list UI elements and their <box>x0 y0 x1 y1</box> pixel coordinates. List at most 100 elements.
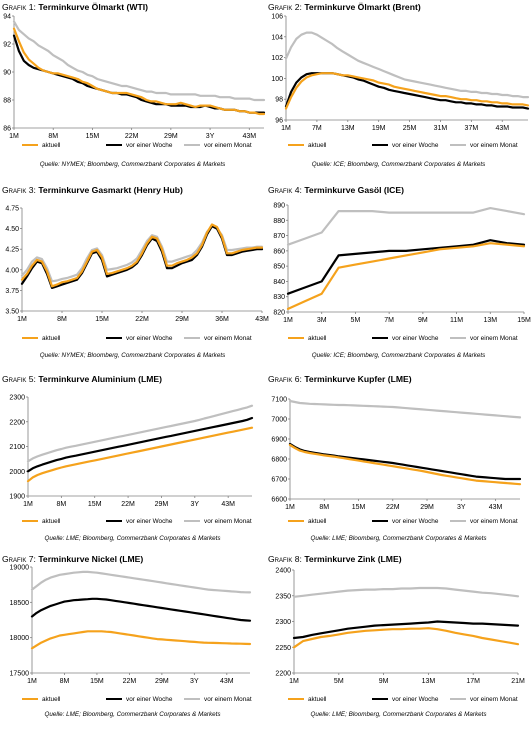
x-tick-label: 15M <box>86 133 100 140</box>
legend-item-woche: vor einer Woche <box>372 518 438 525</box>
legend-swatch-woche <box>106 520 122 523</box>
legend-swatch-aktuell <box>22 144 38 147</box>
legend-swatch-aktuell <box>288 698 304 701</box>
legend-swatch-woche <box>372 520 388 523</box>
y-tick-label: 7000 <box>271 417 287 424</box>
y-tick-label: 840 <box>273 279 285 286</box>
legend-item-monat: vor einem Monat <box>450 518 518 525</box>
legend-label: vor einem Monat <box>470 335 518 342</box>
x-tick-label: 19M <box>372 125 386 132</box>
chart-title-text: Terminkurve Aluminium (LME) <box>38 374 162 384</box>
legend-label: vor einer Woche <box>126 142 173 149</box>
chart-panel-6: Grafik 6: Terminkurve Kupfer (LME) 6600 6… <box>266 372 531 552</box>
legend-swatch-monat <box>184 337 200 340</box>
y-tick-label: 104 <box>271 34 283 41</box>
chart-source: Quelle: LME; Bloomberg, Commerzbank Corp… <box>310 535 487 542</box>
legend-swatch-aktuell <box>22 698 38 701</box>
series-line-vor-einem-monat <box>286 207 526 246</box>
chart-legend: aktuell vor einer Woche vor einem Monat <box>14 696 264 706</box>
chart-title-text: Terminkurve Kupfer (LME) <box>304 374 412 384</box>
x-tick-label: 22M <box>121 501 135 508</box>
x-tick-label: 3M <box>317 317 327 324</box>
legend-item-monat: vor einem Monat <box>450 696 518 703</box>
series-line-aktuell <box>20 223 264 288</box>
x-tick-label: 43M <box>255 316 269 323</box>
legend-label: vor einer Woche <box>126 518 173 525</box>
y-tick-label: 6900 <box>271 437 287 444</box>
x-tick-label: 15M <box>352 504 366 511</box>
x-tick-label: 1M <box>17 316 27 323</box>
chart-title: Grafik 6: Terminkurve Kupfer (LME) <box>268 374 412 384</box>
y-tick-label: 4.25 <box>5 247 19 254</box>
x-tick-label: 7M <box>384 317 394 324</box>
series-line-vor-einem-monat <box>284 31 530 99</box>
series-line-aktuell <box>26 426 254 483</box>
y-tick-label: 88 <box>3 98 11 105</box>
series-line-aktuell <box>12 27 266 116</box>
legend-label: vor einer Woche <box>126 335 173 342</box>
legend-label: vor einer Woche <box>392 335 439 342</box>
x-tick-label: 22M <box>123 678 137 685</box>
line-chart: 3.50 3.75 4.00 4.25 4.50 4.75 1M 8M 15M 22M 29M 36M… <box>5 206 269 324</box>
chart-panel-3: Grafik 3: Terminkurve Gasmarkt (Henry Hu… <box>0 183 269 363</box>
y-tick-label: 17500 <box>10 671 30 678</box>
y-tick-label: 4.00 <box>5 267 19 274</box>
x-tick-label: 25M <box>403 125 417 132</box>
legend-item-monat: vor einem Monat <box>184 696 252 703</box>
y-tick-label: 830 <box>273 294 285 301</box>
y-tick-label: 3.50 <box>5 309 19 316</box>
y-tick-label: 2400 <box>275 568 291 575</box>
legend-item-aktuell: aktuell <box>22 696 60 703</box>
legend-label: vor einem Monat <box>204 142 252 149</box>
y-tick-label: 2250 <box>275 645 291 652</box>
series-line-vor-einem-monat <box>30 570 252 594</box>
series-line-aktuell <box>30 630 252 650</box>
x-tick-label: 22M <box>135 316 149 323</box>
line-chart: 2200 2250 2300 2350 2400 1M 5M 9M 13M 17M 21M <box>275 568 525 686</box>
chart-source: Quelle: NYMEX; Bloomberg, Commerzbank Co… <box>39 352 226 359</box>
x-tick-label: 29M <box>164 133 178 140</box>
chart-legend: aktuell vor einer Woche vor einem Monat <box>280 335 530 345</box>
x-tick-label: 8M <box>48 133 58 140</box>
y-tick-label: 86 <box>3 126 11 133</box>
legend-item-monat: vor einem Monat <box>450 142 518 149</box>
legend-item-woche: vor einer Woche <box>372 696 438 703</box>
legend-item-woche: vor einer Woche <box>106 142 172 149</box>
x-tick-label: 15M <box>90 678 104 685</box>
series-line-vor-einer-woche <box>292 620 520 640</box>
chart-legend: aktuell vor einer Woche vor einem Monat <box>280 518 530 528</box>
x-tick-label: 29M <box>155 678 169 685</box>
chart-legend: aktuell vor einer Woche vor einem Monat <box>14 335 264 345</box>
legend-item-aktuell: aktuell <box>288 142 326 149</box>
x-tick-label: 1M <box>283 317 293 324</box>
legend-swatch-aktuell <box>288 337 304 340</box>
x-tick-label: 17M <box>466 678 480 685</box>
legend-label: vor einem Monat <box>204 696 252 703</box>
y-tick-label: 96 <box>275 118 283 125</box>
legend-item-aktuell: aktuell <box>288 518 326 525</box>
legend-item-aktuell: aktuell <box>288 335 326 342</box>
line-chart: 6600 6700 6800 6900 7000 7100 1M 8M 15M 22M 29M 3Y 4… <box>271 397 522 511</box>
legend-label: vor einem Monat <box>204 518 252 525</box>
x-tick-label: 3Y <box>191 501 200 508</box>
series-line-vor-einer-woche <box>26 416 254 473</box>
legend-swatch-aktuell <box>288 520 304 523</box>
x-tick-label: 15M <box>95 316 109 323</box>
chart-source: Quelle: ICE; Bloomberg, Commerzbank Corp… <box>311 161 486 168</box>
x-tick-label: 13M <box>341 125 355 132</box>
x-tick-label: 22M <box>386 504 400 511</box>
x-tick-label: 11M <box>450 317 463 324</box>
y-tick-label: 6800 <box>271 457 287 464</box>
legend-item-monat: vor einem Monat <box>450 335 518 342</box>
y-tick-label: 92 <box>3 42 11 49</box>
chart-title: Grafik 5: Terminkurve Aluminium (LME) <box>2 374 162 384</box>
chart-legend: aktuell vor einer Woche vor einem Monat <box>280 142 530 152</box>
chart-title: Grafik 8: Terminkurve Zink (LME) <box>268 554 402 564</box>
legend-swatch-woche <box>106 144 122 147</box>
x-tick-label: 3Y <box>206 133 215 140</box>
x-tick-label: 36M <box>215 316 229 323</box>
legend-label: aktuell <box>42 518 61 525</box>
legend-item-aktuell: aktuell <box>288 696 326 703</box>
legend-label: aktuell <box>308 335 327 342</box>
legend-swatch-woche <box>372 337 388 340</box>
